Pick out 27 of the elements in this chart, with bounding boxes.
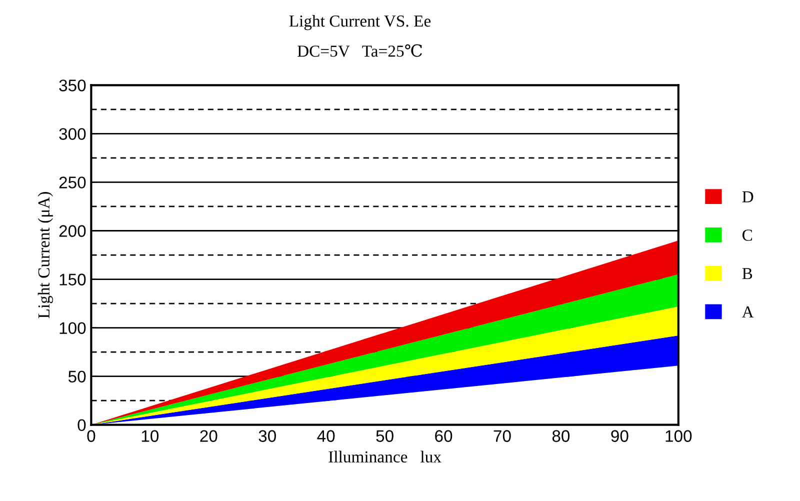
x-tick-label: 70 xyxy=(494,430,511,442)
y-tick-label: 200 xyxy=(59,225,86,237)
x-tick-label: 80 xyxy=(552,430,570,442)
x-axis-title: Illuminance lux xyxy=(328,450,442,463)
legend-label: D xyxy=(742,191,754,202)
x-tick-label: 0 xyxy=(87,430,96,442)
x-tick-label: 90 xyxy=(611,430,628,442)
legend-label: B xyxy=(742,268,752,280)
y-tick-label: 300 xyxy=(59,128,86,140)
x-tick-label: 50 xyxy=(376,430,394,442)
y-tick-label: 350 xyxy=(59,80,86,92)
y-axis-title: Light Current (μA) xyxy=(38,192,53,318)
x-tick-label: 20 xyxy=(200,430,218,442)
y-tick-label: 50 xyxy=(68,370,86,383)
legend-label: A xyxy=(742,306,754,318)
x-tick-label: 100 xyxy=(666,430,692,442)
x-tick-label: 10 xyxy=(142,430,159,442)
legend-label: C xyxy=(742,230,752,241)
y-tick-label: 250 xyxy=(59,176,86,188)
chart-title: Light Current VS. Ee xyxy=(289,14,431,30)
x-tick-label: 60 xyxy=(435,430,452,442)
y-tick-label: 100 xyxy=(60,322,86,334)
y-tick-label: 0 xyxy=(78,419,86,432)
x-tick-label: 30 xyxy=(258,430,276,442)
x-tick-label: 40 xyxy=(317,430,335,442)
y-tick-label: 150 xyxy=(60,274,86,286)
chart-subtitle: DC=5V Ta=25℃ xyxy=(298,44,422,57)
